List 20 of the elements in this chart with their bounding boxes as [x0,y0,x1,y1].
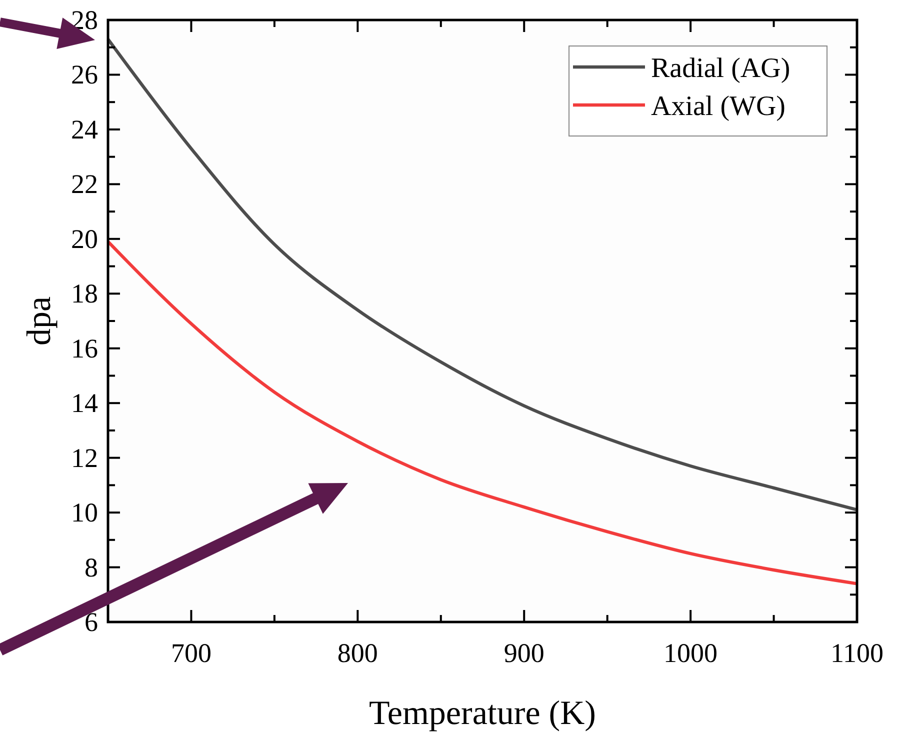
x-tick-label: 700 [170,638,212,668]
legend-label: Radial (AG) [651,53,790,84]
x-tick-label: 1000 [664,638,718,668]
y-tick-label: 8 [84,552,98,582]
y-tick-label: 26 [71,60,98,90]
y-tick-label: 12 [71,442,98,473]
y-tick-label: 20 [71,224,98,254]
y-tick-label: 6 [84,607,98,637]
y-tick-label: 22 [71,169,98,200]
y-axis-title: dpa [21,296,58,346]
x-tick-label: 1100 [830,638,884,668]
y-tick-label: 16 [71,333,98,364]
y-tick-label: 14 [71,388,98,418]
legend-label: Axial (WG) [651,91,786,122]
y-tick-label: 24 [71,114,98,144]
y-tick-label: 10 [71,498,98,528]
y-tick-label: 18 [71,278,98,309]
x-tick-label: 900 [504,638,544,668]
x-tick-label: 800 [337,638,378,668]
x-axis-title: Temperature (K) [369,695,596,732]
